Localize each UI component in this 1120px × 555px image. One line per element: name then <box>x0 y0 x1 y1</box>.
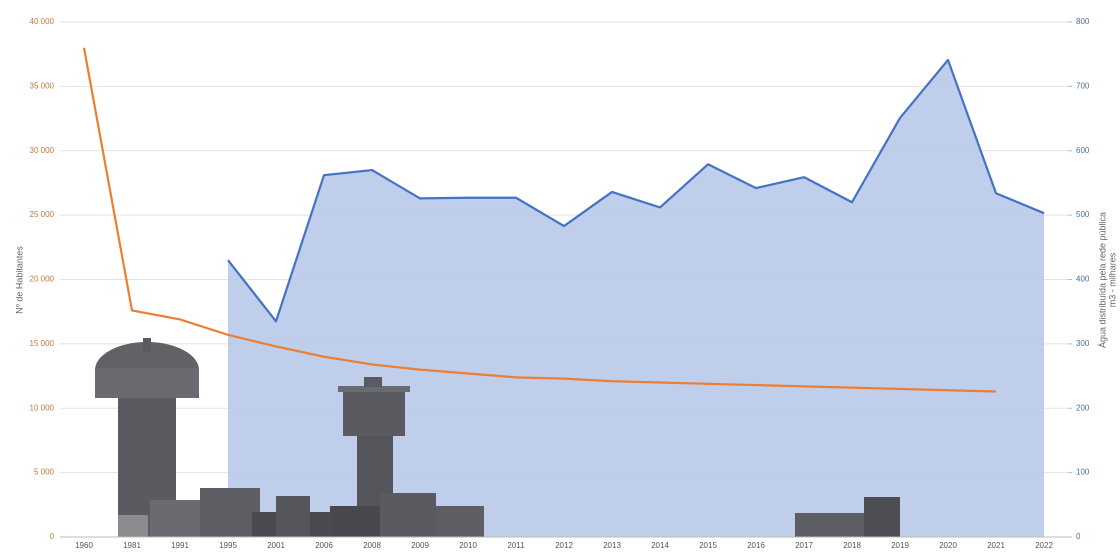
y2-tick-label: 400 <box>1076 275 1090 284</box>
y-axis-title: Nº de Habitantes <box>14 246 24 314</box>
x-tick-label: 1995 <box>219 541 237 550</box>
x-tick-label: 2014 <box>651 541 669 550</box>
y-tick-label: 10 000 <box>30 403 55 412</box>
area <box>228 59 1044 537</box>
x-tick-label: 2006 <box>315 541 333 550</box>
y2-tick-label: 300 <box>1076 339 1090 348</box>
y2-tick-label: 100 <box>1076 468 1090 477</box>
x-tick-label: 2001 <box>267 541 285 550</box>
y2-tick-label: 200 <box>1076 403 1090 412</box>
x-tick-label: 2010 <box>459 541 477 550</box>
y-tick-label: 20 000 <box>30 275 55 284</box>
front-layer: 0 5 000 10 000 15 000 20 000 25 000 30 000 35 0… <box>30 17 1090 550</box>
y2-tick-label: 700 <box>1076 81 1090 90</box>
y-tick-label: 35 000 <box>30 81 55 90</box>
y2-tick-label: 600 <box>1076 146 1090 155</box>
x-tick-label: 2015 <box>699 541 717 550</box>
y2-tick-label: 800 <box>1076 17 1090 26</box>
x-tick-label: 2017 <box>795 541 813 550</box>
y2-axis-title: Água distribuída pela rede pública <box>1097 212 1107 348</box>
x-tick-label: 2021 <box>987 541 1005 550</box>
x-tick-label: 2020 <box>939 541 957 550</box>
y-tick-label: 30 000 <box>30 146 55 155</box>
illustration <box>95 338 900 537</box>
y2-tick-label: 500 <box>1076 210 1090 219</box>
x-tick-label: 2009 <box>411 541 429 550</box>
y-tick-label: 15 000 <box>30 339 55 348</box>
x-tick-label: 2022 <box>1035 541 1053 550</box>
line <box>82 47 997 393</box>
back-layer <box>60 21 1068 538</box>
y-tick-label: 40 000 <box>30 17 55 26</box>
x-tick-label: 2016 <box>747 541 765 550</box>
x-tick-label: 1991 <box>171 541 189 550</box>
x-tick-label: 2008 <box>363 541 381 550</box>
x-tick-label: 2012 <box>555 541 573 550</box>
x-tick-label: 2013 <box>603 541 621 550</box>
x-tick-label: 2019 <box>891 541 909 550</box>
y2-tick-label: 0 <box>1076 532 1081 541</box>
y-tick-label: 0 <box>50 532 55 541</box>
x-tick-label: 2011 <box>507 541 525 550</box>
line <box>227 58 1045 323</box>
x-tick-label: 1960 <box>75 541 93 550</box>
x-tick-label: 1981 <box>123 541 141 550</box>
y-tick-label: 25 000 <box>30 210 55 219</box>
y-tick-label: 5 000 <box>34 468 55 477</box>
x-tick-label: 2018 <box>843 541 861 550</box>
y2-axis-title: m3 - milhares <box>1107 252 1117 307</box>
